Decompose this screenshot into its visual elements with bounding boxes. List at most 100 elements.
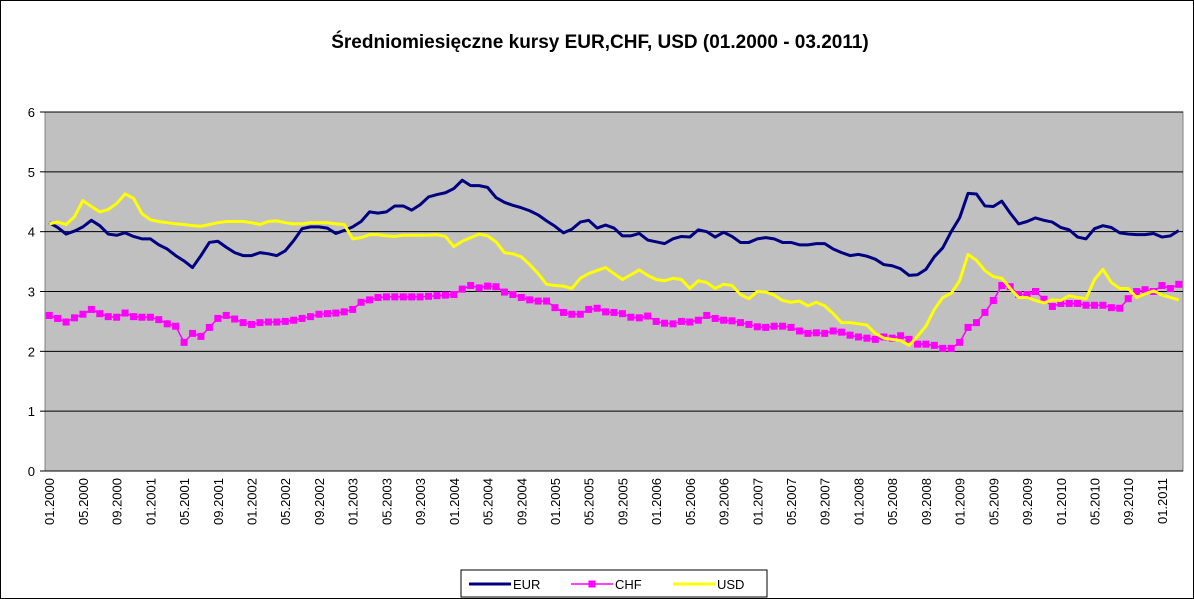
x-tick-label: 01.2011 <box>1155 478 1170 524</box>
point-marker <box>677 317 685 325</box>
point-marker <box>79 310 87 318</box>
point-marker <box>652 317 660 325</box>
point-marker <box>374 293 382 301</box>
point-marker <box>947 344 955 352</box>
x-tick-label: 05.2006 <box>683 478 698 525</box>
point-marker <box>1048 302 1056 310</box>
point-marker <box>62 318 70 326</box>
point-marker <box>1074 299 1082 307</box>
point-marker <box>795 327 803 335</box>
legend-label: CHF <box>615 577 642 592</box>
point-marker <box>264 318 272 326</box>
point-marker <box>416 293 424 301</box>
x-tick-label: 09.2010 <box>1121 478 1136 525</box>
point-marker <box>332 309 340 317</box>
point-marker <box>315 310 323 318</box>
legend-marker <box>588 580 596 588</box>
legend-box <box>460 569 768 598</box>
point-marker <box>391 293 399 301</box>
point-marker <box>1057 299 1065 307</box>
x-tick-label: 05.2008 <box>885 478 900 525</box>
point-marker <box>618 310 626 318</box>
point-marker <box>770 322 778 330</box>
point-marker <box>1015 290 1023 298</box>
point-marker <box>897 332 905 340</box>
point-marker <box>509 290 517 298</box>
point-marker <box>96 310 104 318</box>
point-marker <box>930 341 938 349</box>
point-marker <box>323 310 331 318</box>
point-marker <box>585 305 593 313</box>
point-marker <box>146 313 154 321</box>
point-marker <box>1099 301 1107 309</box>
x-tick-label: 05.2001 <box>177 478 192 525</box>
point-marker <box>475 284 483 292</box>
point-marker <box>450 290 458 298</box>
point-marker <box>779 322 787 330</box>
point-marker <box>130 313 138 321</box>
x-tick-label: 09.2004 <box>514 478 529 525</box>
point-marker <box>408 293 416 301</box>
point-marker <box>239 319 247 327</box>
point-marker <box>703 311 711 319</box>
point-marker <box>913 340 921 348</box>
point-marker <box>694 316 702 324</box>
point-marker <box>484 282 492 290</box>
point-marker <box>104 313 112 321</box>
point-marker <box>543 297 551 305</box>
point-marker <box>231 315 239 323</box>
point-marker <box>138 313 146 321</box>
point-marker <box>1031 288 1039 295</box>
point-marker <box>863 334 871 342</box>
point-marker <box>163 320 171 328</box>
point-marker <box>812 329 820 337</box>
point-marker <box>526 296 534 304</box>
x-tick-label: 09.2005 <box>615 478 630 525</box>
x-tick-label: 01.2002 <box>245 478 260 525</box>
point-marker <box>686 318 694 326</box>
point-marker <box>517 293 525 301</box>
point-marker <box>366 296 374 304</box>
point-marker <box>821 329 829 337</box>
x-tick-label: 01.2003 <box>346 478 361 525</box>
x-tick-label: 09.2008 <box>919 478 934 525</box>
point-marker <box>467 282 475 290</box>
point-marker <box>871 335 879 343</box>
point-marker <box>1141 286 1149 294</box>
point-marker <box>189 329 197 337</box>
point-marker <box>382 293 390 301</box>
x-tick-label: 01.2008 <box>851 478 866 525</box>
x-tick-label: 09.2000 <box>110 478 125 525</box>
point-marker <box>939 344 947 352</box>
point-marker <box>838 328 846 336</box>
point-marker <box>87 305 95 313</box>
x-tick-label: 01.2000 <box>42 478 57 525</box>
point-marker <box>745 320 753 328</box>
point-marker <box>610 308 618 316</box>
x-tick-label: 05.2009 <box>986 478 1001 525</box>
x-tick-label: 01.2007 <box>750 478 765 525</box>
point-marker <box>248 320 256 328</box>
legend-label: EUR <box>513 577 540 592</box>
point-marker <box>720 316 728 324</box>
point-marker <box>214 314 222 322</box>
x-tick-label: 09.2001 <box>211 478 226 525</box>
point-marker <box>829 327 837 335</box>
x-tick-label: 09.2002 <box>312 478 327 525</box>
point-marker <box>1124 295 1132 303</box>
point-marker <box>45 311 53 319</box>
point-marker <box>121 309 129 317</box>
point-marker <box>500 288 508 296</box>
point-marker <box>281 317 289 325</box>
x-tick-label: 05.2010 <box>1087 478 1102 525</box>
x-tick-label: 01.2005 <box>548 478 563 525</box>
y-tick-label: 0 <box>28 464 35 479</box>
point-marker <box>425 292 433 300</box>
point-marker <box>644 312 652 320</box>
point-marker <box>551 304 559 312</box>
point-marker <box>349 305 357 313</box>
point-marker <box>989 296 997 304</box>
x-tick-label: 05.2004 <box>481 478 496 525</box>
point-marker <box>627 313 635 321</box>
point-marker <box>661 319 669 327</box>
